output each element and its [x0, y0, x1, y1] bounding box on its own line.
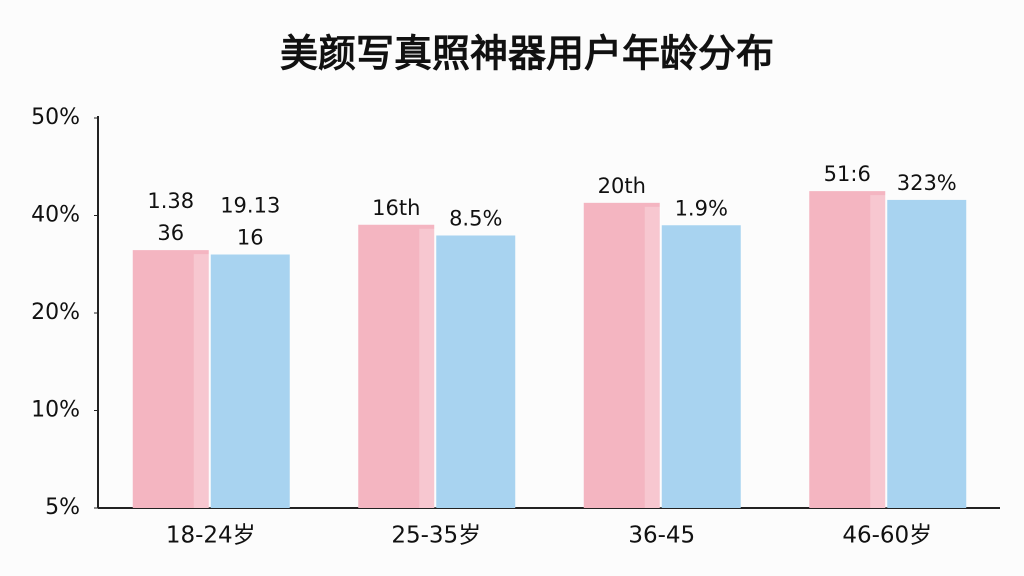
data-label: 36	[157, 221, 184, 245]
y-tick-label: 50%	[31, 105, 80, 130]
bar-shade	[419, 228, 437, 508]
bar	[358, 224, 435, 508]
x-tick-label: 46-60岁	[842, 523, 932, 549]
bar	[132, 250, 209, 509]
data-label: 1.38	[147, 189, 194, 213]
y-tick-label: 10%	[31, 398, 80, 423]
data-label: 19.13	[220, 194, 280, 218]
data-label: 323%	[897, 171, 957, 195]
data-label: 1.9%	[675, 196, 728, 220]
data-label: 8.5%	[449, 206, 502, 230]
bar-shade	[870, 195, 888, 508]
data-label: 16th	[372, 196, 420, 220]
bar	[887, 199, 967, 508]
bar-shade	[193, 254, 211, 508]
bar	[210, 254, 290, 508]
x-tick-label: 36-45	[628, 523, 695, 549]
data-label: 20th	[598, 174, 646, 198]
bar	[583, 202, 660, 508]
bar	[661, 225, 741, 508]
x-tick-label: 25-35岁	[391, 523, 481, 549]
y-tick-label: 5%	[45, 495, 80, 520]
bar	[436, 235, 516, 509]
data-label: 16	[237, 226, 264, 250]
bar-shade	[644, 206, 662, 508]
bar	[809, 191, 886, 508]
x-tick-label: 18-24岁	[166, 523, 256, 549]
data-label: 51:6	[824, 162, 871, 186]
y-tick-label: 20%	[31, 300, 80, 325]
y-tick-label: 40%	[31, 203, 80, 228]
chart-title: 美颜写真照神器用户年龄分布	[280, 32, 774, 76]
